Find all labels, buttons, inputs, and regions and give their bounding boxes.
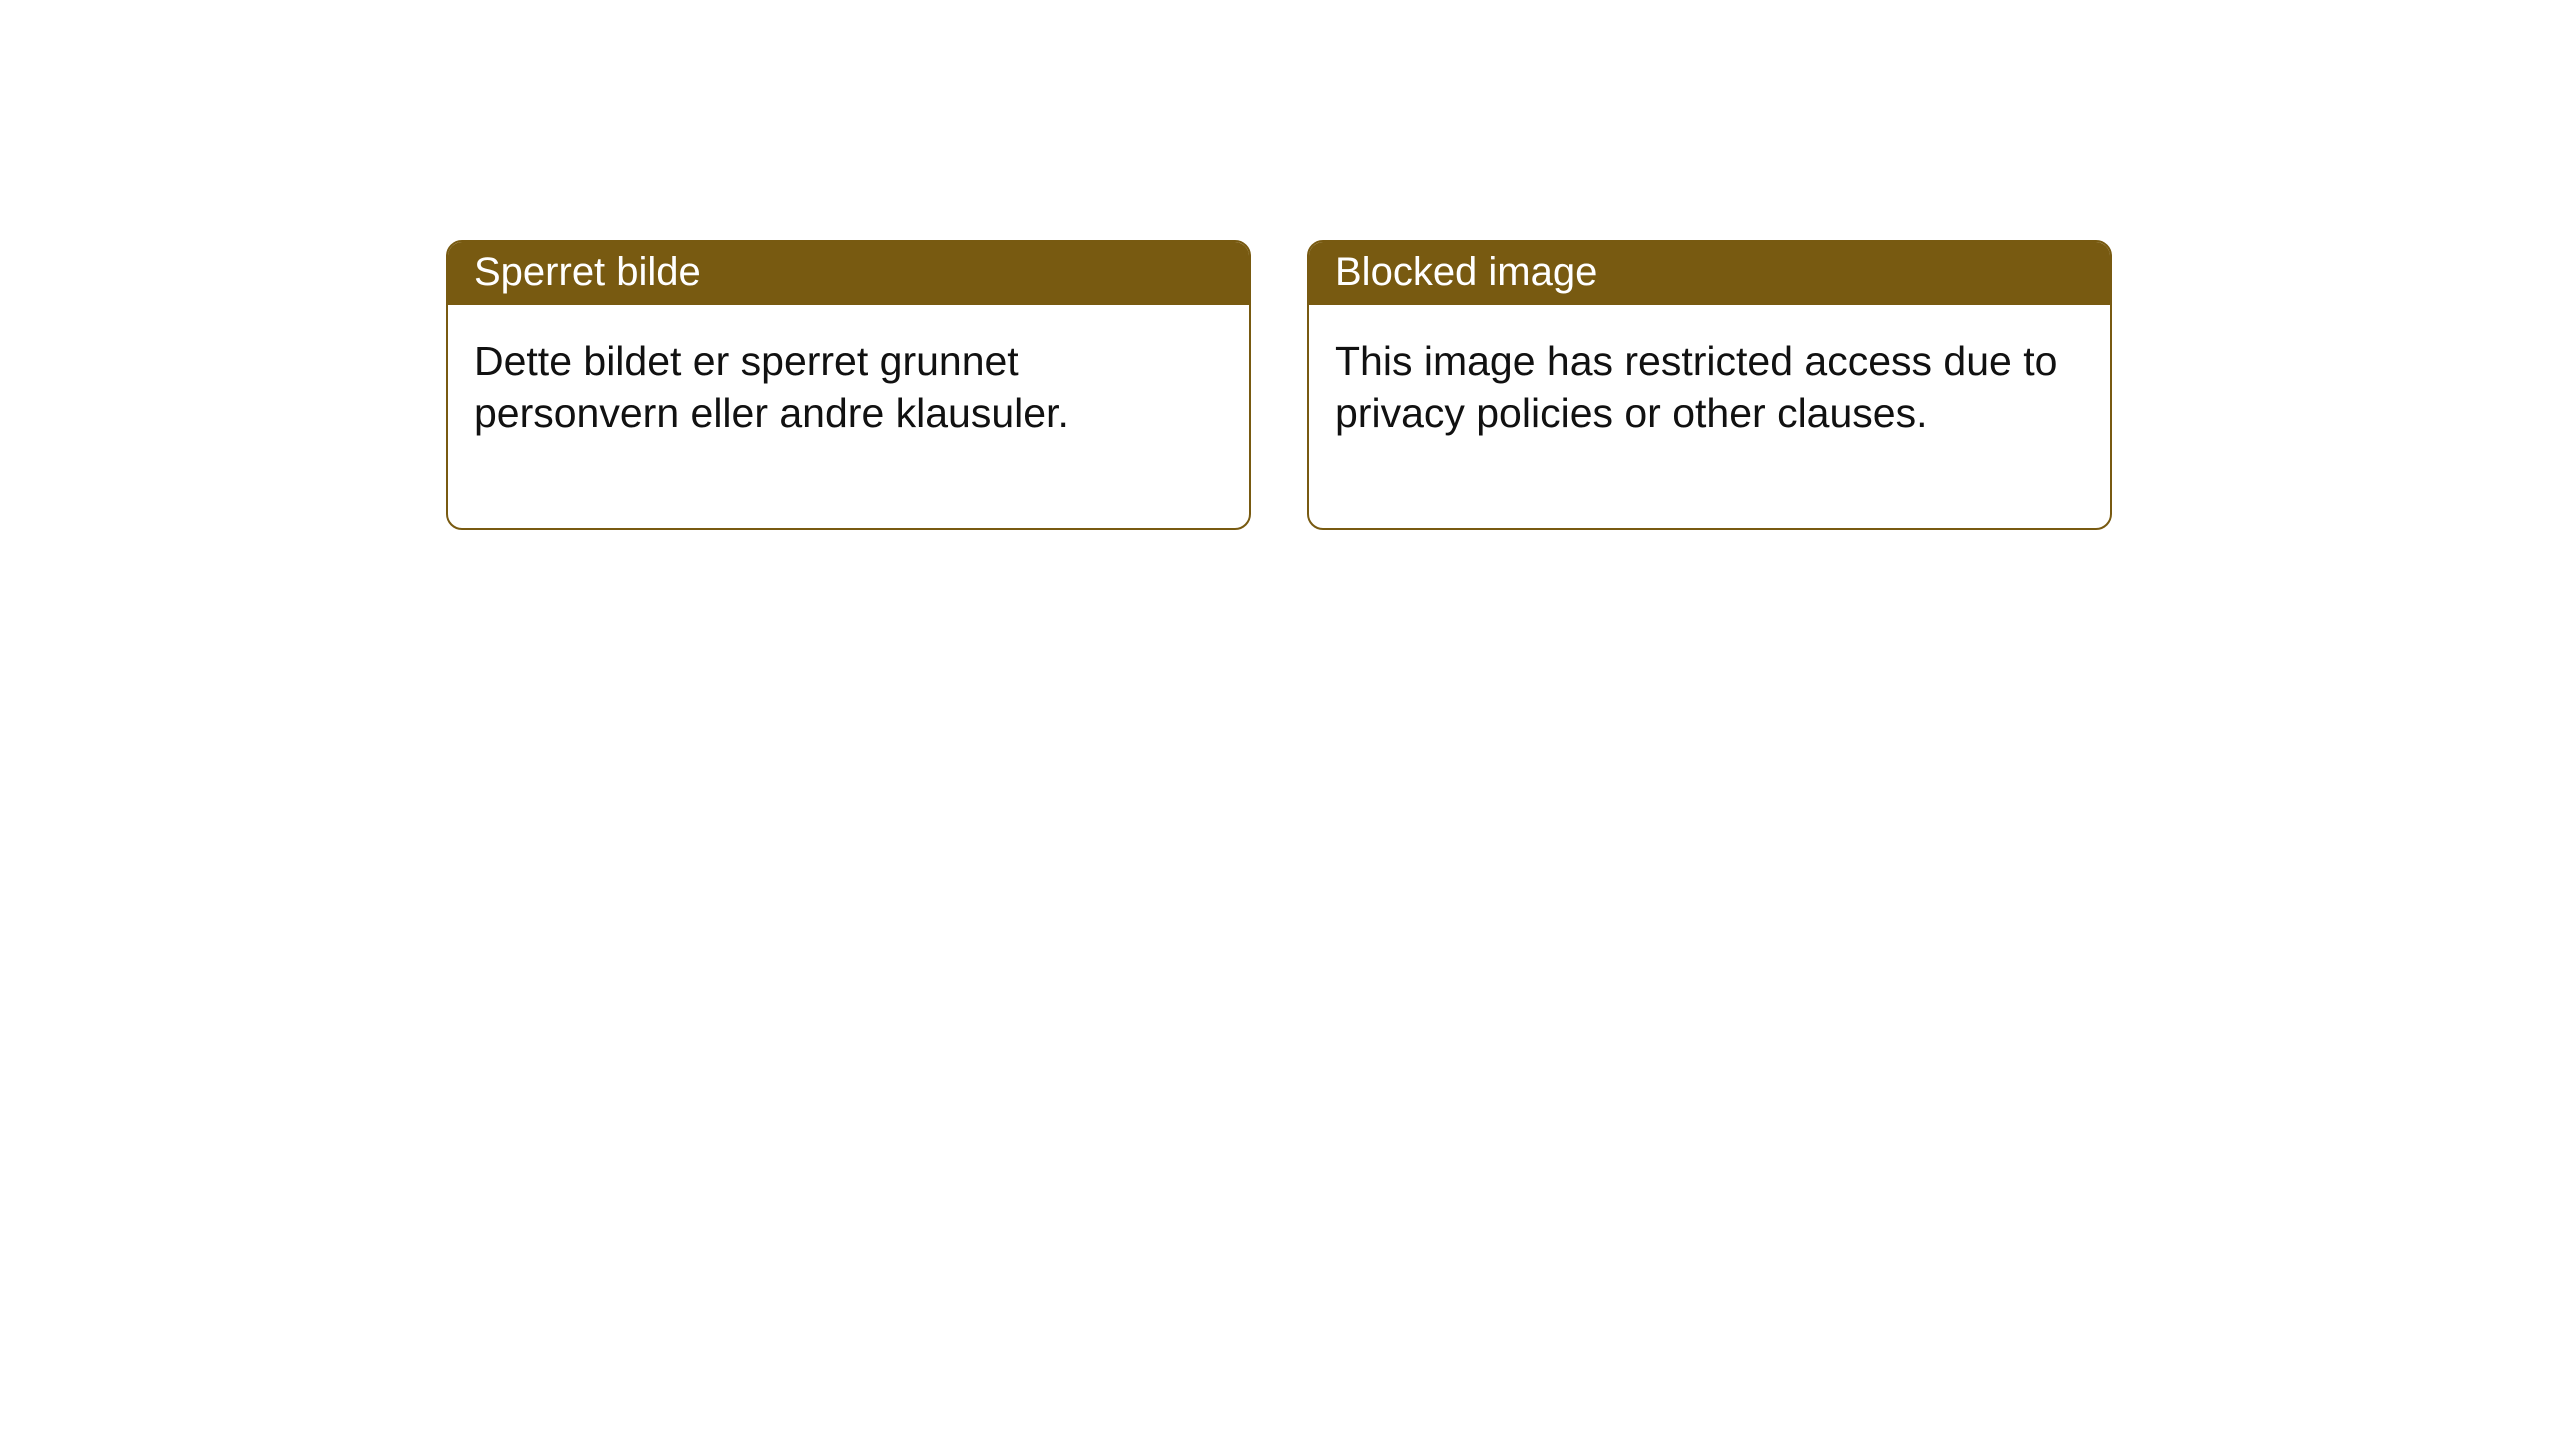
notice-body: Dette bildet er sperret grunnet personve… — [448, 305, 1249, 528]
notice-title: Blocked image — [1335, 250, 1597, 294]
notice-body: This image has restricted access due to … — [1309, 305, 2110, 528]
notice-container: Sperret bilde Dette bildet er sperret gr… — [446, 240, 2112, 530]
notice-box-english: Blocked image This image has restricted … — [1307, 240, 2112, 530]
notice-title: Sperret bilde — [474, 250, 701, 294]
notice-message: This image has restricted access due to … — [1335, 338, 2057, 436]
notice-box-norwegian: Sperret bilde Dette bildet er sperret gr… — [446, 240, 1251, 530]
notice-header: Sperret bilde — [448, 242, 1249, 305]
notice-header: Blocked image — [1309, 242, 2110, 305]
notice-message: Dette bildet er sperret grunnet personve… — [474, 338, 1069, 436]
